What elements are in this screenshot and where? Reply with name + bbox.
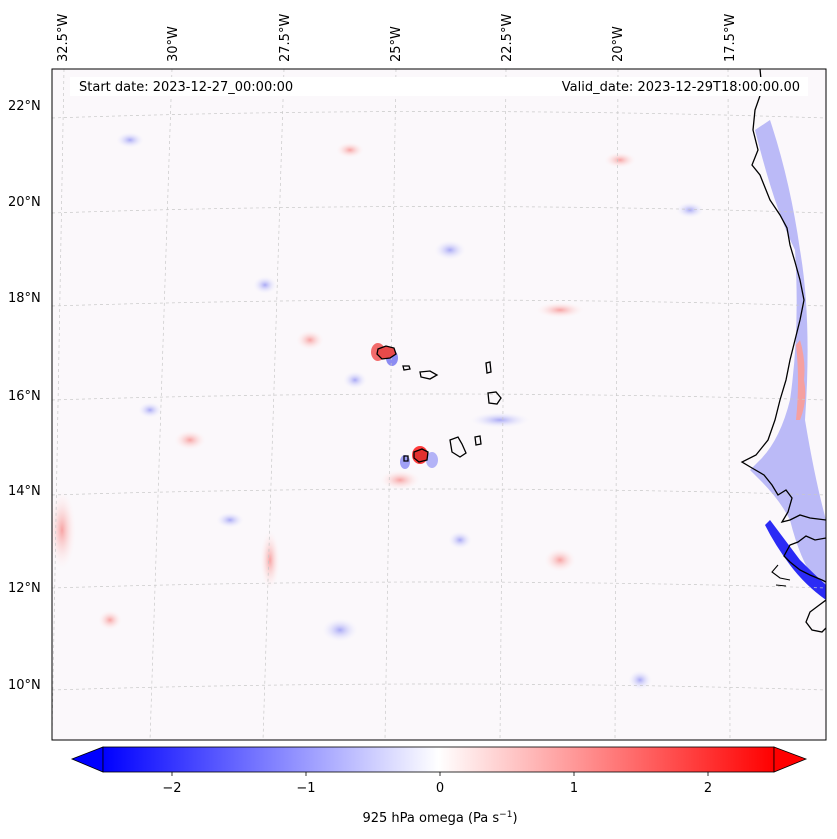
coastline-bissau [771, 564, 791, 587]
start-date-label: Start date: 2023-12-27_00:00:00 [79, 80, 293, 95]
valid-date-label: Valid_date: 2023-12-29T18:00:00.00 [562, 80, 800, 95]
colorbar-label-text: 925 hPa omega (Pa s [362, 811, 499, 826]
lon-label: 32.5°W [56, 14, 71, 62]
colorbar-label-close: ) [512, 811, 517, 826]
map-panel [52, 69, 826, 740]
lon-label: 17.5°W [723, 14, 738, 62]
colorbar-tick-label: −2 [162, 781, 181, 796]
africa-coastline [740, 69, 826, 524]
colorbar-tick-label: −1 [296, 781, 315, 796]
lat-label: 10°N [8, 678, 41, 693]
lat-label: 22°N [8, 99, 41, 114]
lon-label: 25°W [389, 26, 404, 62]
header-background [70, 77, 808, 96]
colorbar: −2 −1 0 1 2 925 hPa omega (Pa s−1) [70, 746, 808, 826]
lat-label: 16°N [8, 389, 41, 404]
lon-label: 22.5°W [500, 14, 515, 62]
lat-label: 20°N [8, 195, 41, 210]
lat-label: 12°N [8, 581, 41, 596]
latitude-labels: 22°N 20°N 18°N 16°N 14°N 12°N 10°N [8, 99, 41, 693]
lon-label: 20°W [611, 26, 626, 62]
lat-label: 14°N [8, 484, 41, 499]
colorbar-tick-label: 1 [570, 781, 578, 796]
lon-label: 27.5°W [278, 14, 293, 62]
map-frame [51, 68, 827, 741]
graticule [52, 69, 826, 740]
colorbar-body [102, 746, 775, 773]
colorbar-label-exponent: −1 [499, 810, 512, 820]
map-background [52, 69, 826, 740]
colorbar-tick-label: 0 [436, 781, 444, 796]
cape-verde-islands [376, 345, 502, 463]
colorbar-tick-label: 2 [704, 781, 712, 796]
colorbar-min-extend [70, 746, 104, 773]
longitude-labels: 32.5°W 30°W 27.5°W 25°W 22.5°W 20°W 17.5… [56, 14, 738, 62]
colorbar-tick-marks [171, 772, 709, 776]
colorbar-max-extend [773, 746, 808, 773]
lat-label: 18°N [8, 291, 41, 306]
omega-field [52, 120, 826, 690]
coastline-south [783, 535, 826, 633]
colorbar-label: 925 hPa omega (Pa s−1) [362, 810, 517, 826]
lon-label: 30°W [166, 26, 181, 62]
